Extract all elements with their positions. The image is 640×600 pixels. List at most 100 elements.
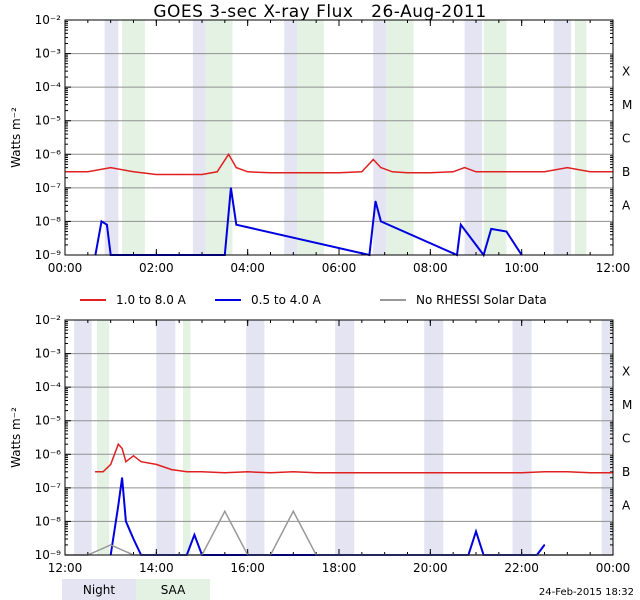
night-band	[104, 20, 119, 255]
data-point	[292, 510, 294, 512]
chart-title: GOES 3-sec X-ray Flux 26-Aug-2011	[153, 2, 487, 22]
data-point	[311, 172, 313, 174]
y-tick-label: 10⁻⁶	[35, 447, 62, 461]
flare-class-label: M	[622, 98, 632, 112]
data-point	[110, 544, 112, 546]
data-point	[106, 224, 108, 226]
x-tick-label: 12:00	[48, 561, 83, 575]
night-band	[553, 20, 572, 255]
y-tick-label: 10⁻⁷	[35, 481, 62, 495]
data-point	[247, 171, 249, 173]
data-point	[505, 230, 508, 233]
data-point	[323, 172, 325, 174]
y-tick-label: 10⁻⁸	[35, 514, 62, 528]
data-point	[589, 472, 591, 474]
key-label: SAA	[161, 583, 186, 597]
x-tick-label: 06:00	[322, 261, 357, 275]
saa-band	[386, 20, 414, 255]
flare-class-label: A	[622, 499, 631, 513]
data-point	[361, 171, 363, 173]
data-point	[566, 167, 568, 169]
data-point	[460, 224, 462, 226]
data-point	[216, 171, 218, 173]
y-tick-label: 10⁻²	[35, 13, 62, 27]
data-point	[121, 477, 123, 479]
saa-band	[574, 20, 587, 255]
data-point	[224, 510, 226, 512]
key-swatch	[62, 579, 136, 600]
data-point	[87, 171, 89, 173]
saa-band	[122, 20, 145, 255]
y-tick-label: 10⁻⁸	[35, 214, 62, 228]
saa-band	[182, 320, 191, 555]
data-point	[102, 471, 104, 473]
data-point	[543, 171, 546, 173]
data-point	[224, 472, 226, 474]
data-point	[338, 172, 340, 174]
data-point	[155, 463, 157, 465]
saa-band	[611, 320, 613, 555]
data-point	[140, 461, 142, 463]
legend-label: No RHESSI Solar Data	[416, 293, 547, 307]
data-point	[384, 472, 386, 474]
data-point	[235, 167, 237, 169]
x-tick-label: 08:00	[413, 261, 448, 275]
data-point	[372, 158, 374, 161]
data-point	[475, 472, 477, 474]
data-point	[380, 220, 382, 223]
series-line	[95, 442, 613, 474]
data-point	[125, 461, 127, 463]
data-point	[110, 167, 112, 169]
data-point	[543, 544, 546, 546]
y-tick-label: 10⁻⁴	[35, 380, 62, 394]
data-point	[235, 224, 237, 226]
data-point	[247, 471, 249, 473]
data-point	[380, 167, 382, 169]
generation-timestamp: 24-Feb-2015 18:32	[538, 587, 634, 598]
data-point	[452, 472, 454, 474]
night-band	[192, 20, 206, 255]
legend: 1.0 to 8.0 A 0.5 to 4.0 A No RHESSI Solar …	[80, 293, 547, 307]
y-tick-label: 10⁻⁹	[35, 248, 62, 262]
data-point	[132, 171, 135, 173]
data-point	[178, 173, 180, 176]
data-point	[429, 172, 431, 174]
data-point	[521, 171, 523, 173]
night-band	[424, 320, 444, 555]
flare-class-label: M	[622, 398, 632, 412]
x-tick-label: 20:00	[413, 561, 448, 575]
series-line	[94, 187, 523, 258]
data-point	[589, 171, 591, 173]
data-point	[269, 172, 272, 174]
data-point	[155, 173, 157, 176]
data-point	[230, 187, 232, 189]
data-point	[361, 472, 363, 474]
legend-label: 0.5 to 4.0 A	[251, 293, 322, 307]
data-point	[406, 472, 409, 474]
data-point	[117, 504, 119, 507]
data-point	[125, 520, 127, 523]
night-band	[464, 20, 483, 255]
y-tick-label: 10⁻⁶	[35, 147, 62, 161]
x-tick-label: 16:00	[230, 561, 265, 575]
y-axis-label: Watts m⁻²	[9, 107, 23, 168]
data-point	[117, 443, 119, 445]
data-point	[429, 472, 431, 474]
data-point	[521, 472, 523, 474]
flare-class-label: X	[622, 64, 630, 78]
data-point	[186, 471, 188, 473]
night-band	[373, 20, 387, 255]
x-tick-label: 22:00	[504, 561, 539, 575]
x-tick-label: 04:00	[230, 261, 265, 275]
y-axis-label: Watts m⁻²	[9, 407, 23, 468]
data-point	[498, 472, 500, 474]
x-tick-label: 02:00	[139, 261, 174, 275]
y-tick-label: 10⁻⁴	[35, 80, 62, 94]
x-tick-label: 00:00	[48, 261, 83, 275]
y-tick-label: 10⁻⁹	[35, 548, 62, 562]
data-point	[391, 171, 393, 173]
data-point	[228, 153, 230, 155]
flare-class-label: A	[622, 199, 631, 213]
data-point	[475, 530, 477, 533]
data-point	[94, 471, 97, 473]
